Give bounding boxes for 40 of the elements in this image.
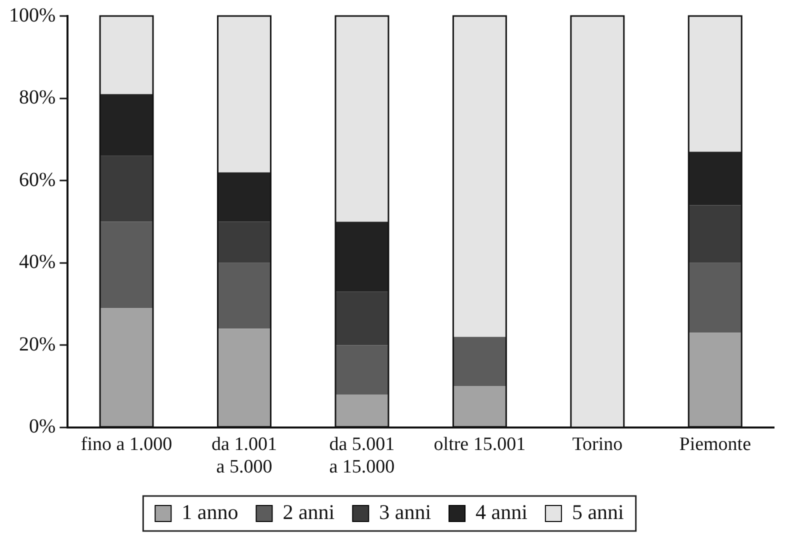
x-tick-label: da 1.001 a 5.000: [212, 434, 277, 478]
x-tick-label: fino a 1.000: [80, 434, 172, 455]
bar: [218, 328, 271, 427]
y-tick-label: 20%: [18, 333, 56, 356]
bar: [335, 394, 388, 427]
y-tick-label: 40%: [18, 251, 56, 274]
bar: [335, 16, 388, 222]
bar: [100, 308, 154, 427]
bar: [218, 262, 271, 329]
bar: [100, 16, 154, 94]
bar: [100, 94, 154, 156]
bar: [218, 16, 271, 172]
bar: [688, 262, 742, 333]
legend-label: 1 anno: [182, 500, 238, 524]
x-tick-label: Piemonte: [679, 434, 752, 455]
bar: [335, 345, 388, 394]
bar: [218, 172, 271, 222]
bar: [335, 222, 388, 292]
bar: [100, 222, 154, 308]
legend-label: 5 anni: [572, 500, 624, 524]
bar: [688, 152, 742, 206]
bar: [453, 386, 506, 427]
legend-label: 4 anni: [476, 500, 528, 524]
y-tick-label: 0%: [28, 416, 56, 438]
bar: [688, 205, 742, 263]
bar: [100, 156, 154, 222]
x-tick-label: oltre 15.001: [434, 434, 526, 455]
y-tick-label: 100%: [8, 4, 56, 26]
bar: [218, 222, 271, 263]
bar: [335, 292, 388, 346]
legend-label: 3 anni: [379, 500, 432, 524]
x-tick-label: Torino: [572, 434, 623, 455]
bar: [453, 16, 506, 337]
y-tick-label: 80%: [18, 86, 56, 109]
legend-label: 2 anni: [282, 500, 335, 524]
y-tick-label: 60%: [18, 168, 56, 191]
bar: [688, 332, 742, 427]
x-tick-label: da 5.001 a 15.000: [329, 434, 395, 478]
bar: [688, 16, 742, 152]
bar: [453, 336, 506, 386]
